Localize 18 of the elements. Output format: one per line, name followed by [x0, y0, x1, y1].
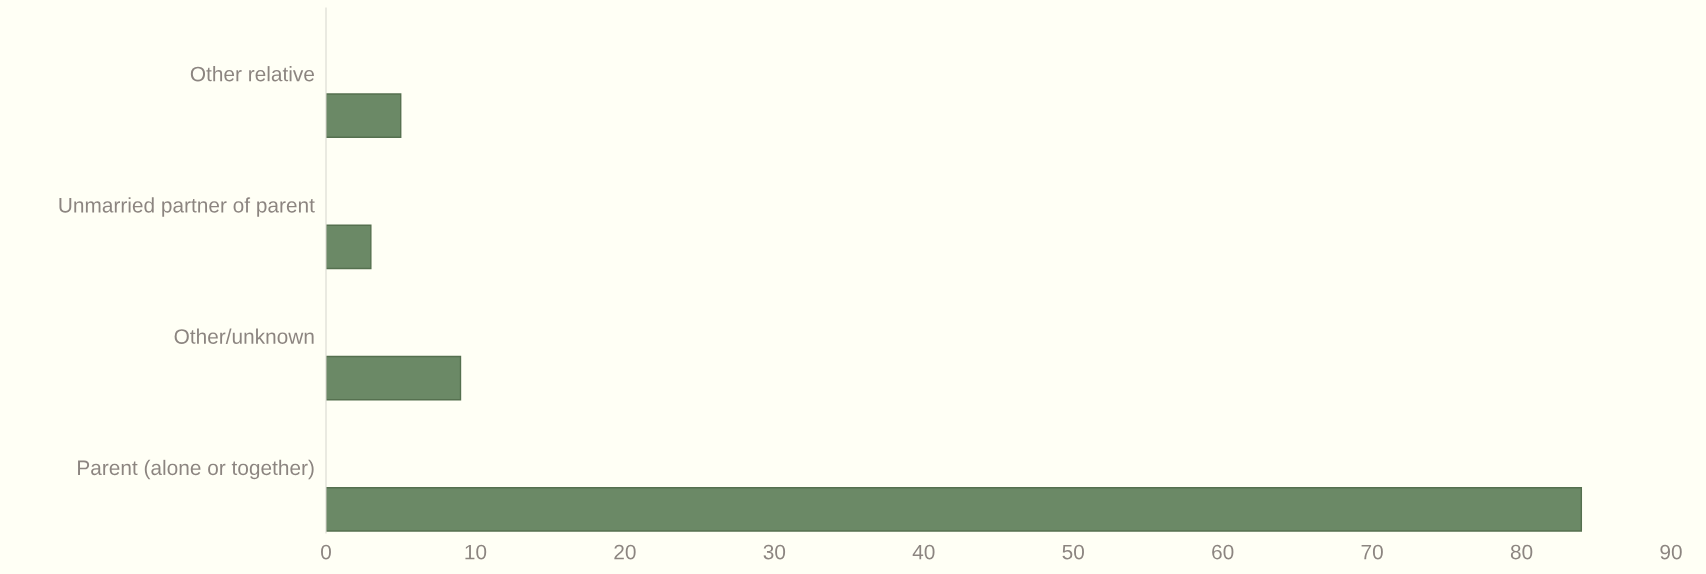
bar: [326, 487, 1583, 532]
x-tick-label: 10: [465, 544, 487, 560]
x-tick-label: 30: [763, 544, 786, 560]
x-tick-label: 80: [1510, 544, 1533, 560]
bar: [326, 224, 372, 270]
y-tick-label: Other/unknown: [174, 328, 314, 344]
x-tick-label: 50: [1062, 544, 1084, 560]
y-tick-label: Parent (alone or together): [78, 459, 314, 480]
bar: [326, 355, 462, 401]
x-tick-label: 0: [321, 544, 331, 560]
x-tick-label: 40: [912, 544, 935, 560]
bar: [326, 93, 402, 138]
x-tick-label: 60: [1212, 544, 1234, 560]
x-tick-label: 20: [614, 544, 636, 560]
x-tick-label: 70: [1361, 544, 1383, 560]
x-tick-label: 90: [1660, 544, 1682, 560]
y-tick-label: Other relative: [190, 66, 314, 82]
y-tick-label: Unmarried partner of parent: [59, 197, 315, 217]
